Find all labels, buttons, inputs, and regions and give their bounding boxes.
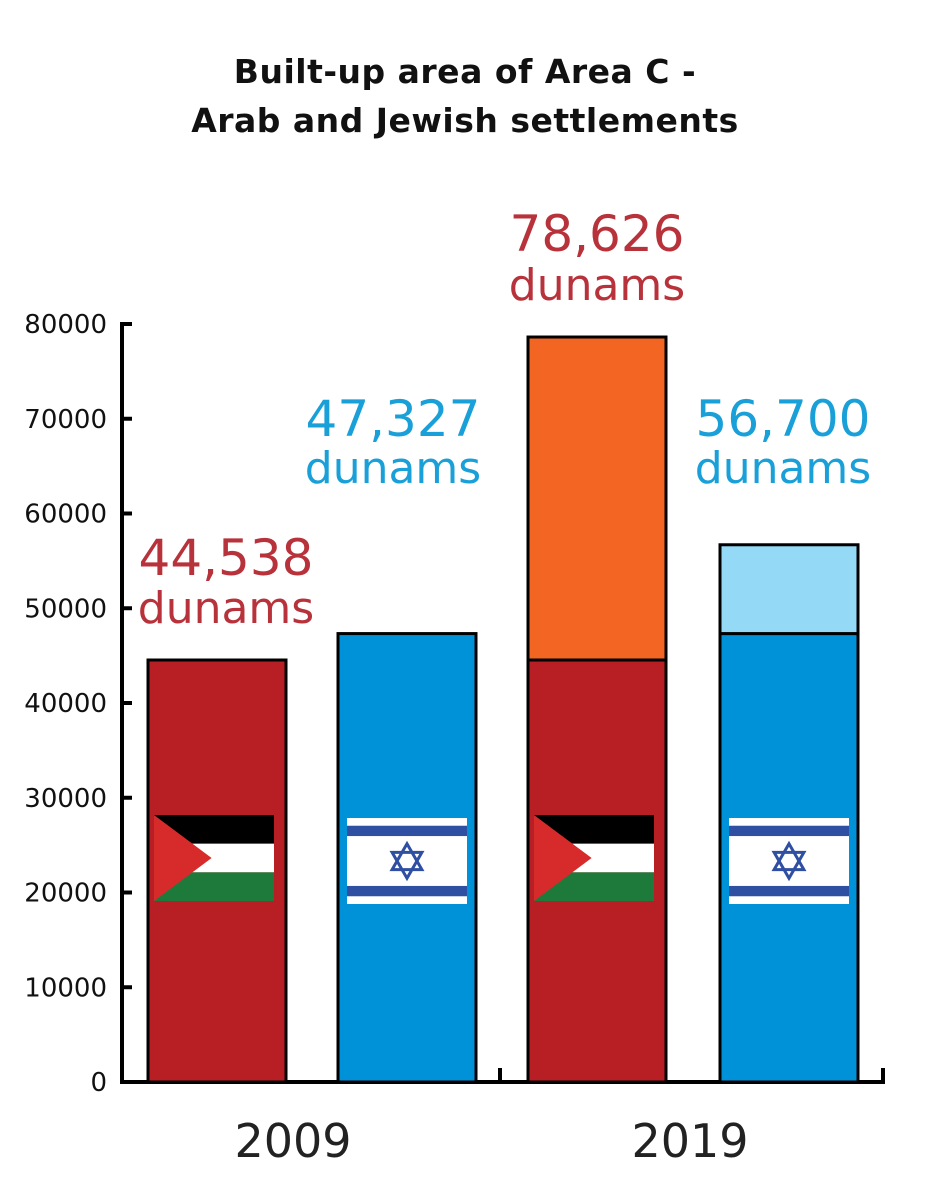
data-label-unit: dunams — [305, 443, 481, 494]
data-label-unit: dunams — [509, 260, 685, 311]
star-of-david-icon — [389, 840, 425, 872]
star-of-david-icon — [771, 850, 807, 882]
y-tick-label: 20000 — [24, 879, 107, 909]
data-label-value: 56,700 — [696, 390, 871, 448]
x-category-label: 2019 — [631, 1114, 748, 1168]
chart-title-line-1: Built-up area of Area C - — [233, 52, 697, 91]
flag-stripe-blue — [347, 825, 467, 837]
flag-stripe-blue — [347, 885, 467, 897]
y-tick-label: 30000 — [24, 784, 107, 814]
flag-stripe-blue — [729, 825, 849, 837]
bar-growth-segment — [718, 543, 860, 636]
y-tick-label: 10000 — [24, 973, 107, 1003]
data-label-value: 44,538 — [139, 529, 314, 587]
flag-triangle — [154, 815, 212, 901]
y-tick-label: 50000 — [24, 594, 107, 624]
data-label-value: 78,626 — [510, 205, 685, 263]
israel-flag-icon — [347, 818, 467, 904]
bar-growth-segment — [526, 335, 668, 662]
flag-stripe-blue — [729, 885, 849, 897]
y-tick-label: 0 — [90, 1068, 107, 1098]
y-tick-label: 70000 — [24, 405, 107, 435]
israel-flag-icon — [729, 818, 849, 904]
y-tick-label: 40000 — [24, 689, 107, 719]
x-category-label: 2009 — [234, 1114, 351, 1168]
y-tick-label: 60000 — [24, 500, 107, 530]
palestine-flag-icon — [534, 815, 654, 901]
y-tick-label: 80000 — [24, 310, 107, 340]
data-label-value: 47,327 — [306, 390, 481, 448]
star-of-david-icon — [389, 850, 425, 882]
data-label-unit: dunams — [138, 583, 314, 634]
star-of-david-icon — [771, 840, 807, 872]
data-label-unit: dunams — [695, 443, 871, 494]
flag-triangle — [534, 815, 592, 901]
chart-title-line-2: Arab and Jewish settlements — [191, 101, 739, 140]
palestine-flag-icon — [154, 815, 274, 901]
